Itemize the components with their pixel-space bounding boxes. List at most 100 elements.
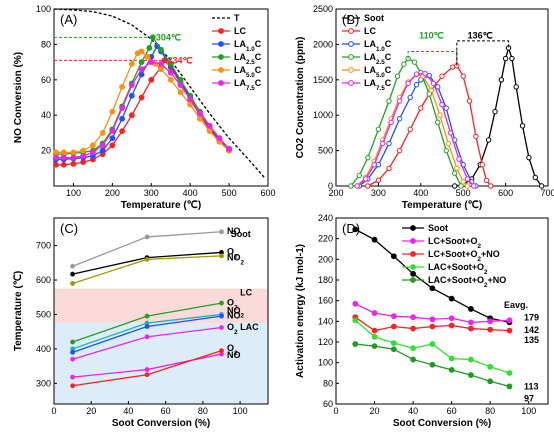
data-point (458, 183, 464, 189)
series-1 (352, 300, 513, 326)
data-point (375, 177, 382, 184)
series-3 (70, 300, 224, 345)
data-point (70, 263, 76, 269)
data-point (219, 300, 224, 306)
data-point (53, 161, 59, 168)
x-tick-label: 600 (260, 188, 275, 198)
x-tick-label: 400 (413, 188, 428, 198)
data-point (187, 96, 194, 103)
data-point (128, 92, 135, 99)
legend-entry: LA5.0C (234, 65, 262, 79)
bracket (456, 40, 510, 66)
data-point (407, 94, 413, 101)
x-tick-label: 20 (86, 406, 96, 416)
band-label: LC (240, 288, 252, 298)
plot-frame (335, 8, 549, 187)
x-axis-label: Temperature (℃) (402, 200, 483, 211)
data-point (354, 183, 360, 189)
data-point (413, 71, 420, 77)
end-label: NO (227, 350, 241, 360)
legend-entry: LA7.5C (234, 78, 262, 92)
data-point (70, 374, 76, 380)
x-axis-label: Soot Conversion (%) (393, 418, 491, 429)
x-tick-label: 40 (408, 406, 418, 416)
legend-entry: LA5.0C (364, 65, 392, 79)
data-point (448, 322, 455, 329)
data-point (413, 82, 420, 88)
data-point (138, 66, 145, 73)
y-axis-label: CO2 Concentration (ppm) (295, 37, 306, 159)
data-point (506, 383, 513, 390)
legend-marker (410, 238, 416, 244)
data-point (396, 147, 403, 154)
legend-marker (410, 225, 416, 231)
data-point (407, 126, 413, 133)
data-point (464, 183, 471, 189)
x-tick-label: 40 (123, 406, 133, 416)
data-point (144, 367, 150, 372)
data-point (119, 128, 125, 135)
eavg-value: 179 (524, 312, 539, 322)
end-label: O2 (227, 297, 238, 311)
x-tick-label: 200 (328, 188, 343, 198)
data-point (187, 101, 194, 108)
data-point (430, 80, 437, 87)
data-point (519, 123, 526, 129)
plot-frame (53, 217, 269, 405)
y-tick-label: 2000 (313, 39, 333, 49)
data-point (144, 320, 150, 326)
data-point (487, 363, 494, 370)
data-point (99, 130, 106, 136)
x-tick-label: 80 (198, 406, 208, 416)
data-point (90, 142, 96, 149)
data-point (80, 147, 87, 154)
data-point (375, 126, 382, 133)
y-tick-label: 1500 (313, 75, 333, 85)
end-label: O2 (227, 322, 238, 336)
plot-frame (53, 8, 269, 187)
data-point (410, 270, 416, 277)
data-point (362, 176, 369, 182)
data-point (428, 87, 435, 94)
data-point (371, 333, 378, 340)
legend-marker (348, 15, 354, 21)
y-tick-label: 2500 (313, 4, 333, 14)
data-point (219, 313, 224, 319)
legend-entry: LA1.0C (364, 39, 392, 53)
y-tick-label: 500 (36, 309, 51, 319)
data-point (445, 140, 452, 147)
series-0 (352, 226, 513, 326)
data-point (365, 183, 371, 189)
y-tick-label: 700 (36, 241, 51, 251)
data-point (138, 48, 145, 55)
data-point (468, 306, 474, 312)
data-point (502, 55, 509, 62)
data-point (177, 89, 184, 96)
data-point (460, 73, 466, 79)
plot-frame (335, 217, 549, 405)
data-point (352, 317, 359, 324)
legend-entry: LA1.0C (234, 39, 262, 53)
y-tick-label: 140 (318, 316, 333, 326)
data-point (99, 142, 106, 149)
data-point (70, 281, 76, 286)
data-point (468, 372, 474, 378)
x-tick-label: 300 (371, 188, 386, 198)
data-point (401, 61, 407, 67)
data-point (386, 140, 392, 147)
eavg-value: 97 (524, 394, 534, 404)
legend-entry: LAC+Soot+O2+NO (428, 275, 506, 289)
x-tick-label: 20 (370, 406, 380, 416)
y-tick-label: 160 (318, 296, 333, 306)
series-3 (348, 55, 464, 189)
data-point (219, 348, 224, 354)
y-tick-label: 220 (318, 234, 333, 244)
data-point (483, 177, 490, 184)
data-point (216, 135, 223, 142)
data-point (60, 154, 67, 161)
data-point (53, 149, 59, 156)
data-point (348, 183, 354, 189)
data-point (439, 73, 445, 79)
series-0 (70, 229, 224, 269)
